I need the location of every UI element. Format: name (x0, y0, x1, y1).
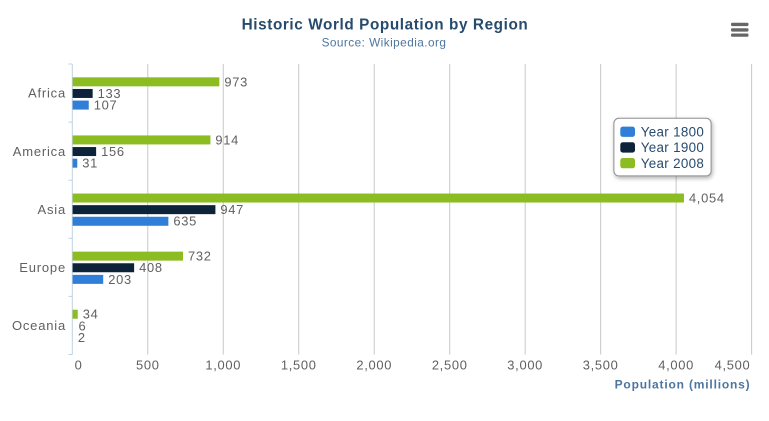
svg-text:408: 408 (139, 260, 163, 275)
svg-text:914: 914 (215, 132, 239, 147)
svg-text:947: 947 (220, 202, 244, 217)
svg-text:6: 6 (79, 318, 87, 333)
svg-text:2: 2 (78, 330, 86, 345)
svg-text:3,500: 3,500 (583, 357, 619, 372)
svg-text:Year 2008: Year 2008 (641, 156, 704, 171)
svg-text:3,000: 3,000 (507, 357, 543, 372)
svg-text:133: 133 (98, 86, 122, 101)
svg-text:4,054: 4,054 (689, 190, 725, 205)
svg-text:1,000: 1,000 (205, 357, 241, 372)
svg-text:203: 203 (108, 272, 132, 287)
svg-text:Historic World Population by R: Historic World Population by Region (242, 16, 529, 33)
svg-text:Year 1800: Year 1800 (641, 124, 704, 139)
svg-text:Europe: Europe (19, 260, 66, 275)
svg-text:0: 0 (75, 357, 83, 372)
svg-text:156: 156 (101, 144, 125, 159)
svg-text:973: 973 (224, 74, 248, 89)
svg-text:4,000: 4,000 (658, 357, 694, 372)
svg-text:4,500: 4,500 (715, 357, 751, 372)
svg-text:107: 107 (94, 98, 118, 113)
svg-text:Africa: Africa (28, 86, 66, 101)
svg-text:Year 1900: Year 1900 (641, 140, 704, 155)
svg-text:31: 31 (82, 156, 98, 171)
svg-text:America: America (13, 144, 66, 159)
svg-text:500: 500 (136, 357, 160, 372)
svg-text:2,500: 2,500 (432, 357, 468, 372)
svg-text:635: 635 (173, 214, 197, 229)
svg-text:34: 34 (83, 307, 99, 322)
svg-text:2,000: 2,000 (356, 357, 392, 372)
svg-text:1,500: 1,500 (281, 357, 317, 372)
svg-text:Oceania: Oceania (12, 318, 66, 333)
svg-text:Population (millions): Population (millions) (615, 377, 751, 391)
svg-text:732: 732 (188, 249, 212, 264)
svg-text:Source: Wikipedia.org: Source: Wikipedia.org (322, 36, 447, 50)
svg-text:Asia: Asia (38, 202, 67, 217)
